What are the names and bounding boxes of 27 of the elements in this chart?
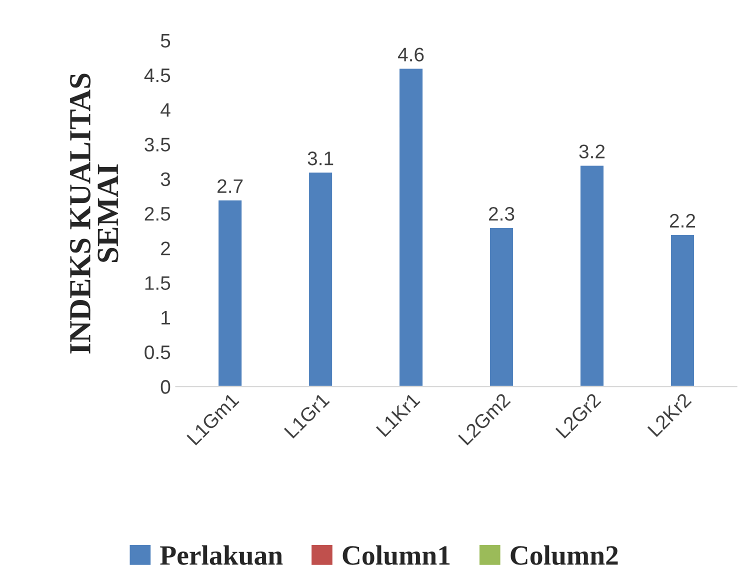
y-tick-label: 3.5 bbox=[144, 138, 170, 152]
legend-label: Perlakuan bbox=[160, 545, 283, 565]
y-tick-label: 4 bbox=[160, 103, 170, 117]
legend-label: Column1 bbox=[342, 545, 450, 565]
y-tick-label: 2.5 bbox=[144, 206, 170, 221]
y-tick-label: 5 bbox=[160, 34, 170, 48]
y-tick-label: 0.5 bbox=[144, 345, 170, 360]
y-axis-title: INDEKS KUALITAS SEMAI bbox=[70, 74, 118, 354]
y-tick-label: 4.5 bbox=[144, 68, 170, 82]
data-label: 4.6 bbox=[398, 48, 424, 62]
bar bbox=[579, 164, 605, 387]
data-label: 2.2 bbox=[670, 214, 696, 228]
legend-label: Column2 bbox=[510, 545, 618, 565]
y-tick-label: 0 bbox=[160, 380, 170, 394]
data-label: 2.3 bbox=[488, 206, 514, 221]
bar bbox=[670, 234, 696, 387]
data-label: 3.2 bbox=[579, 144, 605, 158]
bar bbox=[308, 171, 334, 387]
y-tick-label: 1 bbox=[162, 311, 170, 324]
bar bbox=[398, 67, 424, 387]
bar bbox=[217, 198, 243, 387]
data-label: 3.1 bbox=[308, 152, 334, 166]
bar bbox=[488, 226, 514, 387]
data-label: 2.7 bbox=[218, 179, 243, 193]
y-tick-label: 1.5 bbox=[145, 276, 170, 290]
y-tick-label: 3 bbox=[160, 172, 170, 186]
y-tick-label: 2 bbox=[161, 242, 170, 256]
